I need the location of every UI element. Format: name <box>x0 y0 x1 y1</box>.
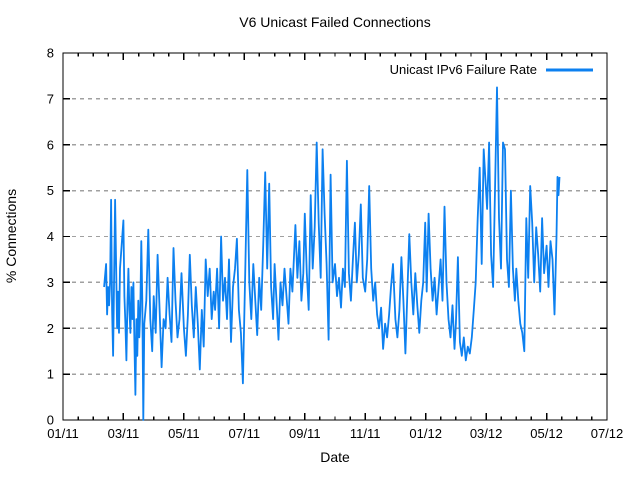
x-tick-label: 01/12 <box>409 426 442 441</box>
x-axis-title: Date <box>320 449 350 465</box>
chart-title: V6 Unicast Failed Connections <box>239 14 430 30</box>
y-tick-label: 6 <box>47 137 54 152</box>
tick-labels: 01/11 03/11 05/11 07/11 09/11 11/11 01/12 03/12… <box>47 46 624 442</box>
y-tick-label: 0 <box>47 413 54 428</box>
x-tick-label: 07/11 <box>229 426 261 441</box>
y-tick-label: 7 <box>47 91 54 106</box>
x-tick-label: 03/11 <box>108 426 140 441</box>
x-tick-label: 05/12 <box>530 426 563 441</box>
y-tick-label: 2 <box>47 321 54 336</box>
y-tick-label: 3 <box>47 275 54 290</box>
data-series-unicast-ipv6-failure-rate <box>103 86 561 421</box>
y-axis-title: % Connections <box>3 189 19 283</box>
x-tick-label: 01/11 <box>47 426 79 441</box>
x-tick-label: 05/11 <box>168 426 200 441</box>
legend: Unicast IPv6 Failure Rate <box>390 62 593 77</box>
legend-label: Unicast IPv6 Failure Rate <box>390 62 537 77</box>
y-tick-label: 4 <box>47 229 54 244</box>
y-tick-label: 8 <box>47 46 54 61</box>
y-tick-label: 1 <box>47 367 54 382</box>
x-tick-label: 03/12 <box>470 426 503 441</box>
x-tick-label: 11/11 <box>350 426 381 441</box>
x-tick-label: 09/11 <box>289 426 321 441</box>
y-tick-label: 5 <box>47 183 54 198</box>
x-tick-label: 07/12 <box>591 426 624 441</box>
axes-and-ticks <box>62 52 608 421</box>
